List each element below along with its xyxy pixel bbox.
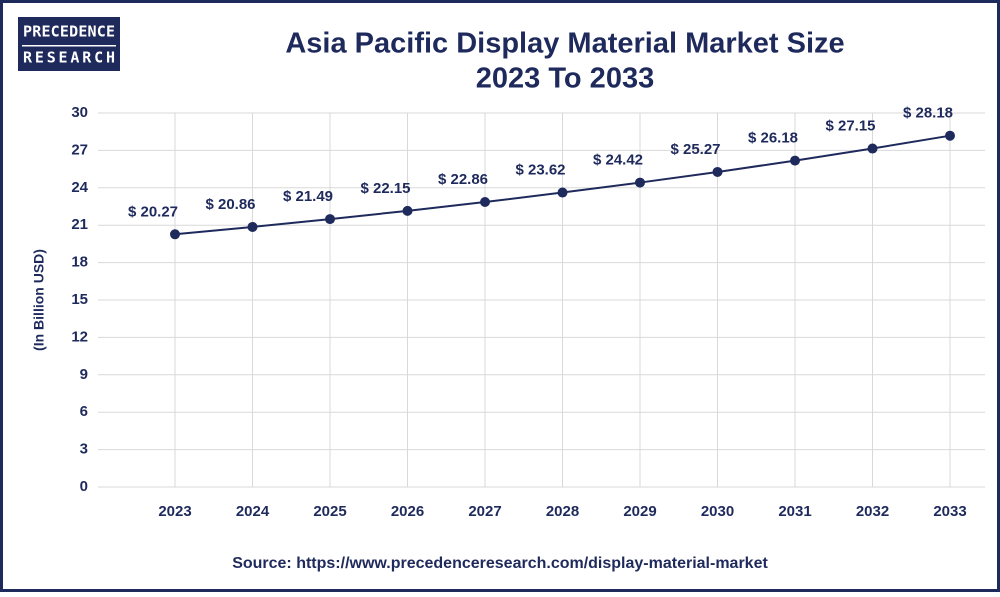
x-tick-label: 2028 (546, 503, 579, 520)
x-tick-label: 2033 (933, 503, 966, 520)
point (557, 187, 568, 198)
data-label: $ 21.49 (283, 188, 333, 205)
logo-line: PRECEDENCE (23, 23, 115, 41)
point (635, 177, 645, 188)
x-tick-label: 2027 (468, 503, 501, 520)
point (945, 130, 955, 141)
point (480, 197, 490, 208)
y-tick-label: 0 (80, 478, 88, 495)
data-label: $ 20.86 (205, 196, 255, 213)
data-label: $ 25.27 (670, 141, 720, 158)
x-tick-label: 2025 (313, 503, 346, 520)
y-tick-label: 24 (71, 179, 88, 196)
chart-title: Asia Pacific Display Material Market Siz… (285, 28, 844, 60)
x-tick-label: 2024 (236, 503, 270, 520)
data-label: $ 20.27 (128, 203, 178, 220)
x-tick-label: 2030 (701, 503, 734, 520)
y-tick-label: 3 (80, 441, 88, 458)
point (712, 166, 723, 177)
y-tick-label: 21 (71, 216, 88, 233)
y-tick-label: 15 (71, 291, 88, 308)
data-label: $ 26.18 (748, 130, 798, 147)
logo-box (18, 17, 120, 71)
x-tick-label: 2023 (158, 503, 191, 520)
data-label: $ 23.62 (515, 162, 565, 179)
data-label: $ 28.18 (903, 105, 953, 122)
point (867, 143, 878, 154)
data-label: $ 27.15 (825, 117, 875, 134)
y-tick-label: 30 (71, 104, 88, 121)
point (402, 205, 413, 216)
y-tick-label: 9 (80, 366, 88, 383)
logo-divider (22, 45, 116, 47)
data-label: $ 22.15 (360, 180, 410, 197)
data-label: $ 22.86 (438, 171, 488, 188)
x-tick-label: 2032 (856, 503, 889, 520)
y-tick-label: 12 (71, 328, 88, 345)
source: Source: https://www.precedenceresearch.c… (232, 555, 768, 572)
point (247, 221, 258, 232)
chart-subtitle: 2023 To 2033 (476, 63, 654, 95)
y-tick-label: 18 (71, 254, 88, 271)
y-tick-label: 6 (80, 403, 88, 420)
y-axis-label: (In Billion USD) (31, 249, 47, 351)
y-tick-label: 27 (71, 141, 88, 158)
data-label: $ 24.42 (593, 152, 643, 169)
x-tick-label: 2026 (391, 503, 424, 520)
x-tick-label: 2029 (623, 503, 656, 520)
point (170, 229, 180, 240)
x-tick-label: 2031 (778, 503, 811, 520)
point (325, 214, 335, 225)
point (790, 155, 800, 166)
